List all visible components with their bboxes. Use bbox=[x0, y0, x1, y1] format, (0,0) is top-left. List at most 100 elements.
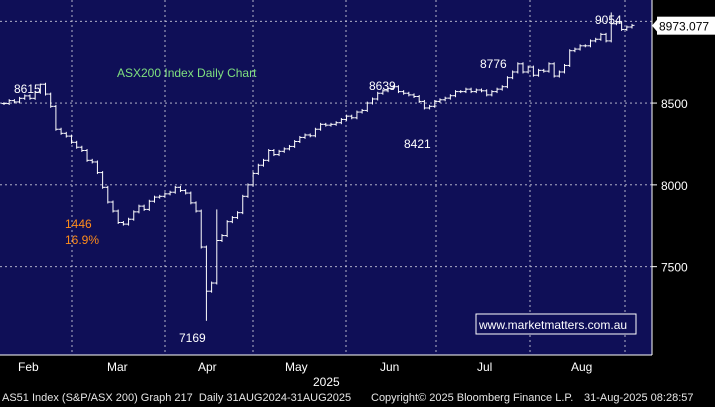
price-bar bbox=[442, 96, 448, 102]
price-bar bbox=[577, 44, 583, 51]
current-value-label: 8973.077 bbox=[659, 20, 709, 34]
annotation-1: 1446 bbox=[65, 217, 92, 231]
annotation-6: 8776 bbox=[480, 57, 507, 71]
current-value-box bbox=[657, 16, 715, 35]
price-bar bbox=[484, 89, 490, 97]
price-bar bbox=[541, 68, 547, 73]
price-bar bbox=[499, 85, 505, 91]
price-bar bbox=[562, 63, 568, 74]
footer-bar: AS51 Index (S&P/ASX 200) Graph 217 Daily… bbox=[0, 390, 715, 407]
price-bar bbox=[214, 209, 220, 285]
grid-lines bbox=[0, 0, 652, 355]
y-tick-label-8000: 8000 bbox=[661, 179, 688, 193]
price-bar bbox=[421, 99, 427, 110]
price-bar bbox=[318, 122, 324, 131]
price-bar bbox=[32, 90, 38, 100]
price-bar bbox=[328, 122, 334, 127]
price-bar bbox=[27, 94, 33, 100]
x-tick-label-may: May bbox=[285, 360, 308, 374]
price-bar bbox=[551, 62, 557, 78]
price-bar bbox=[152, 195, 158, 203]
price-bar bbox=[603, 32, 609, 43]
price-bar bbox=[349, 114, 355, 120]
website-box bbox=[475, 313, 637, 335]
price-bar bbox=[286, 144, 292, 151]
price-bar bbox=[63, 131, 69, 138]
x-tick-label-jun: Jun bbox=[380, 360, 399, 374]
annotation-0: 8615 bbox=[14, 82, 41, 96]
price-bar bbox=[582, 44, 588, 48]
price-bar bbox=[302, 133, 308, 139]
price-bar bbox=[203, 245, 209, 321]
price-bar bbox=[43, 82, 49, 96]
price-bar bbox=[494, 87, 500, 94]
price-bar bbox=[84, 149, 90, 162]
plot-background bbox=[0, 0, 652, 355]
price-bar bbox=[375, 91, 381, 101]
price-bar bbox=[463, 87, 469, 94]
price-bar bbox=[245, 183, 251, 198]
x-tick-label-jul: Jul bbox=[477, 360, 492, 374]
price-bar bbox=[453, 90, 459, 98]
price-bar bbox=[504, 76, 510, 89]
price-bar bbox=[240, 194, 246, 215]
x-tick-label-apr: Apr bbox=[198, 360, 217, 374]
price-bar bbox=[395, 85, 401, 94]
price-bar bbox=[235, 211, 241, 220]
price-bar bbox=[219, 234, 225, 242]
price-bar bbox=[593, 37, 599, 43]
price-bar bbox=[250, 171, 256, 187]
price-bar bbox=[136, 204, 142, 214]
price-bar bbox=[110, 200, 116, 213]
price-bar bbox=[536, 68, 542, 77]
price-bar bbox=[406, 91, 412, 97]
price-bar bbox=[556, 70, 562, 78]
price-bar bbox=[271, 149, 277, 157]
price-bar bbox=[530, 65, 536, 77]
price-bar bbox=[266, 149, 272, 162]
axes: Feb Mar Apr May Jun Jul Aug 2025 7500 8000 8500 bbox=[0, 0, 688, 389]
price-bar bbox=[58, 127, 64, 135]
price-bar bbox=[115, 209, 121, 224]
price-bar bbox=[1, 102, 7, 106]
price-bar bbox=[53, 104, 59, 131]
price-bar bbox=[141, 204, 147, 211]
price-bar bbox=[146, 199, 152, 211]
footer-security-info: AS51 Index (S&P/ASX 200) Graph 217 Daily… bbox=[2, 392, 352, 404]
y-tick-label-8500: 8500 bbox=[661, 97, 688, 111]
annotation-7: 9054 bbox=[595, 13, 622, 27]
price-series bbox=[1, 12, 635, 321]
x-tick-label-feb: Feb bbox=[18, 360, 39, 374]
price-bar bbox=[364, 101, 370, 112]
chart-title: ASX200 Index Daily Chart bbox=[117, 66, 257, 80]
price-bar bbox=[416, 95, 422, 103]
price-bar bbox=[281, 147, 287, 153]
price-bar bbox=[546, 62, 552, 73]
price-bar bbox=[385, 86, 391, 93]
annotation-3: 7169 bbox=[179, 331, 206, 345]
price-bar bbox=[157, 194, 163, 199]
price-bar bbox=[447, 94, 453, 100]
y-tick-label-7500: 7500 bbox=[661, 261, 688, 275]
price-bar bbox=[307, 133, 313, 138]
price-bar bbox=[624, 25, 630, 31]
price-bar bbox=[432, 99, 438, 108]
price-bar bbox=[131, 210, 137, 221]
price-bar bbox=[229, 216, 235, 224]
price-bar bbox=[162, 192, 168, 198]
website-label: www.marketmatters.com.au bbox=[478, 318, 627, 332]
price-bar bbox=[172, 185, 178, 194]
price-bar bbox=[276, 149, 282, 157]
price-bar bbox=[411, 93, 417, 98]
price-bar bbox=[177, 185, 183, 193]
price-bar bbox=[380, 89, 386, 95]
price-bar bbox=[344, 114, 350, 121]
price-bar bbox=[183, 189, 189, 195]
price-bar bbox=[427, 104, 433, 110]
price-bar bbox=[613, 21, 619, 26]
annotation-5: 8421 bbox=[404, 137, 431, 151]
price-bar bbox=[94, 160, 100, 175]
price-bar bbox=[619, 21, 625, 31]
price-bar bbox=[126, 217, 132, 226]
